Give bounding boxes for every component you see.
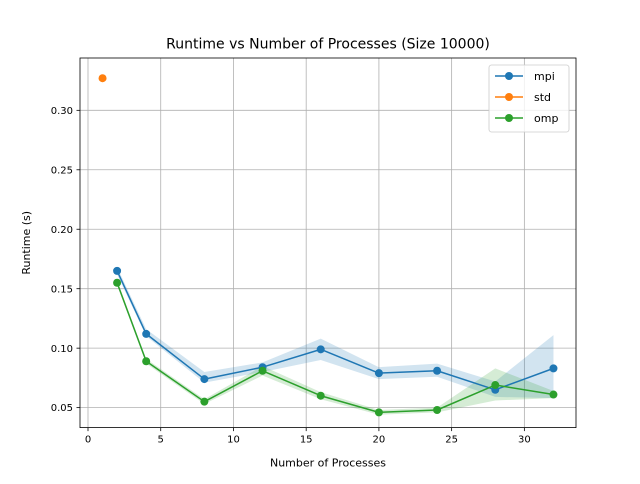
point-omp xyxy=(258,366,267,375)
legend: mpi std omp xyxy=(488,64,570,133)
y-tick-label: 0.05 xyxy=(51,403,73,414)
legend-label-mpi: mpi xyxy=(534,70,555,83)
point-mpi xyxy=(113,266,122,275)
y-tick-label: 0.15 xyxy=(51,284,73,295)
x-tick-label: 30 xyxy=(518,435,531,446)
point-mpi xyxy=(433,366,442,375)
point-mpi xyxy=(142,329,151,338)
x-tick-label: 0 xyxy=(85,435,91,446)
point-mpi xyxy=(549,364,558,373)
chart-title: Runtime vs Number of Processes (Size 100… xyxy=(166,37,490,53)
plot-frame xyxy=(79,57,577,429)
x-tick-label: 10 xyxy=(227,435,240,446)
point-mpi xyxy=(374,369,383,378)
series-markers xyxy=(98,74,558,417)
grid xyxy=(80,58,576,428)
x-axis-ticks: 0 5 10 15 20 25 30 xyxy=(85,427,531,446)
point-omp xyxy=(200,397,209,406)
x-tick-label: 5 xyxy=(158,435,164,446)
point-omp xyxy=(316,391,325,400)
point-omp xyxy=(491,381,500,390)
point-mpi xyxy=(316,345,325,354)
point-mpi xyxy=(200,375,209,384)
y-tick-label: 0.25 xyxy=(51,165,73,176)
y-axis-ticks: 0.05 0.10 0.15 0.20 0.25 0.30 xyxy=(51,106,80,414)
x-tick-label: 25 xyxy=(445,435,458,446)
x-tick-label: 15 xyxy=(300,435,313,446)
legend-marker-omp xyxy=(505,114,513,122)
legend-marker-mpi xyxy=(505,72,513,80)
point-std xyxy=(98,74,107,83)
y-axis-label: Runtime (s) xyxy=(20,211,33,275)
point-omp xyxy=(113,278,122,287)
legend-label-std: std xyxy=(534,91,551,104)
y-tick-label: 0.20 xyxy=(51,225,73,236)
point-omp xyxy=(549,390,558,399)
legend-label-omp: omp xyxy=(534,112,558,125)
x-axis-label: Number of Processes xyxy=(270,457,386,470)
x-tick-label: 20 xyxy=(373,435,386,446)
legend-marker-std xyxy=(505,93,513,101)
y-tick-label: 0.10 xyxy=(51,344,73,355)
point-omp xyxy=(374,408,383,417)
point-omp xyxy=(433,406,442,414)
y-tick-label: 0.30 xyxy=(51,106,73,117)
point-omp xyxy=(142,357,151,366)
